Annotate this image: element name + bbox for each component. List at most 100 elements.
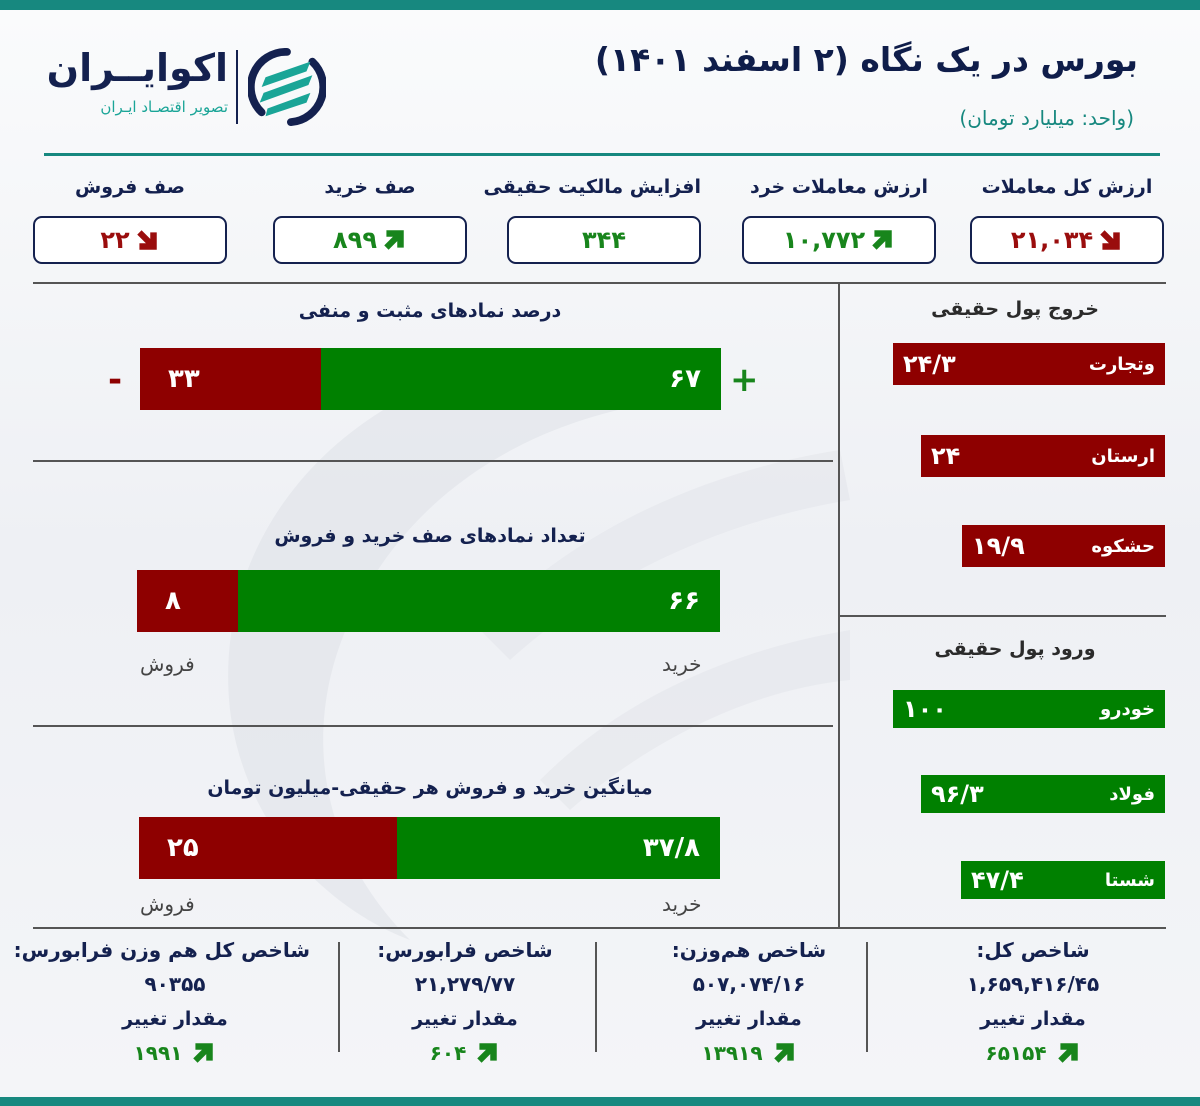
bar-negative: ۳۳ [140,348,321,410]
stat-total-value: ارزش کل معاملات ۲۱,۰۳۴ [970,176,1164,264]
symbol-name: وتجارت [1088,353,1155,375]
index-change-label: مقدار تغییر [980,1008,1086,1030]
header-divider [44,153,1160,156]
logo-divider [236,50,238,124]
outflow-title: خروج پول حقیقی [931,298,1099,320]
section-divider [33,725,833,727]
logo-name: اکوایــران [46,46,228,90]
symbol-value: ۱۹/۹ [972,532,1025,560]
index-label: شاخص کل: [976,938,1090,962]
index-farabourse-equal-weight: شاخص کل هم وزن فرابورس: ۹۰۳۵۵ مقدار تغیی… [13,938,310,1066]
bar-queues: ۸ ۶۶ [137,570,720,632]
index-farabourse: شاخص فرابورس: ۲۱,۲۷۹/۷۷ مقدار تغییر ۶۰۴ [330,938,600,1066]
index-change-value: ۱۹۹۱ [133,1041,183,1065]
buy-label: خرید [662,892,702,916]
index-total: شاخص کل: ۱,۶۵۹,۴۱۶/۴۵ مقدار تغییر ۶۵۱۵۴ [898,938,1168,1066]
arrow-up-icon [773,1043,794,1063]
column-divider [838,282,840,927]
buy-label: خرید [662,652,702,676]
chart-title-avg-per-capita: میانگین خرید و فروش هر حقیقی-میلیون توما… [207,777,653,799]
arrow-up-icon [872,230,892,250]
arrow-up-icon [193,1043,214,1063]
stat-label: ارزش کل معاملات [981,176,1153,198]
stat-box: ۲۱,۰۳۴ [970,216,1164,264]
top-accent-bar [0,0,1200,10]
stat-individual-ownership: افزایش مالکیت حقیقی ۳۴۴ [483,176,701,264]
index-change-label: مقدار تغییر [696,1008,802,1030]
index-change-value: ۶۰۴ [429,1041,467,1065]
stat-box: ۸۹۹ [273,216,467,264]
stat-label: صف فروش [75,176,185,198]
index-value: ۹۰۳۵۵ [144,972,206,996]
arrow-up-icon [384,230,404,250]
bottom-accent-bar [0,1097,1200,1106]
symbol-name: خودرو [1099,698,1155,720]
logo-mark-icon [248,48,326,126]
symbol-value: ۲۴ [931,442,961,470]
index-change: ۱۹۹۱ [40,1040,310,1066]
unit-label: (واحد: میلیارد تومان) [959,106,1134,130]
stat-value: ۲۱,۰۳۴ [1010,226,1094,254]
symbol-value: ۹۶/۳ [931,780,984,808]
inflow-bar: خودرو ۱۰۰ [893,690,1165,728]
outflow-bar: وتجارت ۲۴/۳ [893,343,1165,385]
inflow-title: ورود پول حقیقی [934,638,1096,660]
bar-positive: ۶۷ [321,348,721,410]
stat-sell-queue: صف فروش ۲۲ [33,176,227,264]
outflow-bar: ارستان ۲۴ [921,435,1165,477]
stat-value: ۳۴۴ [582,226,626,254]
bar-avg-sell: ۲۵ [139,817,397,879]
stat-label: افزایش مالکیت حقیقی [483,176,701,198]
index-change: ۶۰۴ [330,1040,600,1066]
section-divider [33,282,1166,284]
index-label: شاخص هم‌وزن: [671,938,827,962]
symbol-name: فولاد [1109,783,1155,805]
stat-buy-queue: صف خرید ۸۹۹ [273,176,467,264]
arrow-down-icon [136,230,157,250]
bar-avg-per-capita: ۲۵ ۳۷/۸ [139,817,720,879]
index-label: شاخص فرابورس: [377,938,553,962]
stat-label: ارزش معاملات خرد [749,176,928,198]
section-divider [33,460,833,462]
index-change: ۶۵۱۵۴ [898,1040,1168,1066]
index-value: ۵۰۷,۰۷۴/۱۶ [692,972,806,996]
inflow-bar: فولاد ۹۶/۳ [921,775,1165,813]
arrow-down-icon [1100,230,1120,250]
stat-box: ۳۴۴ [507,216,701,264]
stat-label: صف خرید [324,176,416,198]
index-divider [338,942,340,1052]
stat-retail-value: ارزش معاملات خرد ۱۰,۷۷۲ [742,176,936,264]
symbol-name: شستا [1104,869,1155,891]
inflow-bar: شستا ۴۷/۴ [961,861,1165,899]
stat-value: ۸۹۹ [333,226,377,254]
chart-title-positive-negative: درصد نمادهای مثبت و منفی [298,300,562,322]
page-title: بورس در یک نگاه (۲ اسفند ۱۴۰۱) [594,40,1138,79]
bar-positive-negative: ۳۳ ۶۷ [140,348,721,410]
section-divider [33,927,1166,929]
symbol-name: ارستان [1091,445,1155,467]
sell-label: فروش [140,892,195,916]
index-value: ۲۱,۲۷۹/۷۷ [414,972,516,996]
outflow-bar: حشکوه ۱۹/۹ [962,525,1165,567]
logo-tagline: تصویر اقتصـاد ایـران [100,98,228,116]
sell-label: فروش [140,652,195,676]
stat-value: ۲۲ [100,226,130,254]
section-divider [840,615,1166,617]
index-change: ۱۳۹۱۹ [614,1040,884,1066]
symbol-name: حشکوه [1091,535,1155,557]
chart-title-queues: تعداد نمادهای صف خرید و فروش [274,525,586,547]
index-value: ۱,۶۵۹,۴۱۶/۴۵ [966,972,1100,996]
arrow-up-icon [1057,1043,1078,1063]
symbol-value: ۱۰۰ [903,695,947,723]
arrow-up-icon [477,1043,498,1063]
bar-buy-queue: ۶۶ [238,570,720,632]
index-equal-weight: شاخص هم‌وزن: ۵۰۷,۰۷۴/۱۶ مقدار تغییر ۱۳۹۱… [614,938,884,1066]
minus-sign: - [108,360,123,400]
index-change-label: مقدار تغییر [412,1008,518,1030]
bar-avg-buy: ۳۷/۸ [397,817,720,879]
index-divider [595,942,597,1052]
symbol-value: ۲۴/۳ [903,350,956,378]
stat-box: ۱۰,۷۷۲ [742,216,936,264]
index-label: شاخص کل هم وزن فرابورس: [13,938,310,962]
bar-sell-queue: ۸ [137,570,238,632]
